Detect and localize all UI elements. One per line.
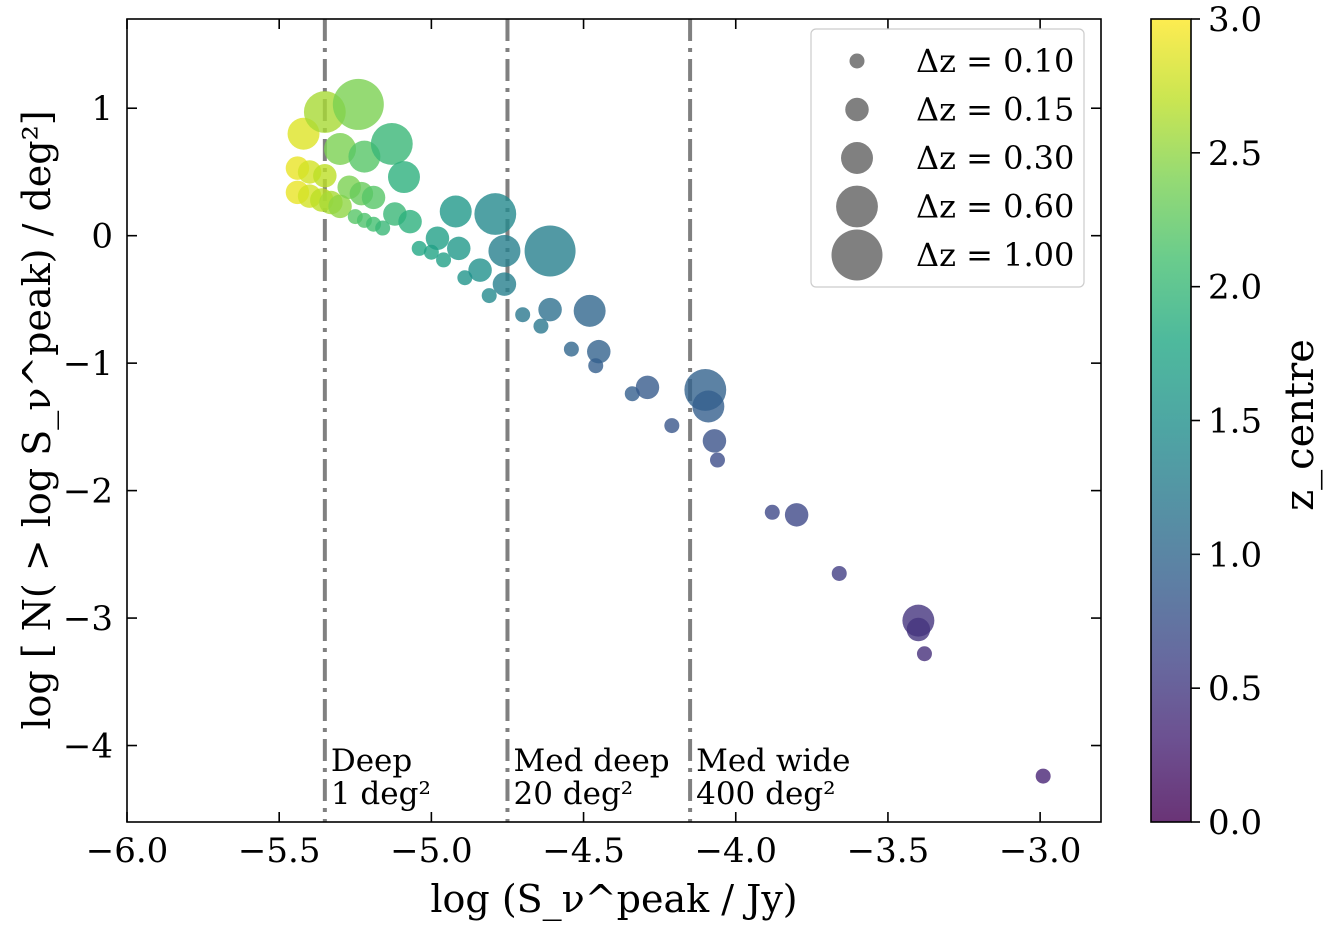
data-point: [1035, 768, 1051, 784]
y-axis-ticks: −4 −3 −2 −1 0 1: [63, 89, 1101, 767]
survey-label-area: 400 deg²: [696, 776, 836, 812]
data-point: [709, 452, 725, 468]
colorbar-tick-label: 1.5: [1208, 402, 1262, 442]
data-point: [515, 307, 531, 323]
data-point: [488, 234, 521, 267]
data-point: [635, 375, 660, 400]
colorbar: 0.0 0.5 1.0 1.5 2.0 2.5 3.0 z_centre: [1150, 0, 1323, 843]
x-tick-label: −3.0: [999, 831, 1082, 871]
data-point: [831, 565, 847, 581]
data-point: [457, 270, 473, 286]
x-tick-label: −5.5: [238, 831, 321, 871]
x-axis-ticks: −6.0 −5.5 −5.0 −4.5 −4.0 −3.5 −3.0: [86, 19, 1082, 871]
x-tick-label: −4.0: [694, 831, 777, 871]
data-point: [492, 272, 517, 296]
legend-marker: [831, 229, 883, 281]
data-point: [328, 194, 352, 219]
survey-label-area: 1 deg²: [331, 776, 431, 812]
data-point: [370, 122, 413, 165]
y-tick-label: −2: [63, 472, 113, 512]
survey-label-area: 20 deg²: [513, 776, 633, 812]
y-tick-label: 1: [91, 89, 113, 129]
data-point: [324, 133, 357, 165]
data-point: [375, 220, 391, 236]
legend-box: [810, 28, 1085, 288]
data-point: [624, 386, 640, 402]
colorbar-gradient: [1151, 19, 1191, 822]
survey-label-name: Deep: [331, 743, 412, 779]
data-points: [285, 78, 1051, 784]
data-point: [906, 617, 931, 642]
data-point: [436, 252, 452, 268]
legend-label: Δz = 0.60: [916, 188, 1074, 226]
data-point: [425, 226, 450, 250]
legend-label: Δz = 0.15: [916, 91, 1074, 129]
data-point: [533, 318, 549, 334]
y-tick-label: 0: [91, 217, 113, 257]
data-point: [332, 78, 384, 130]
data-point: [538, 297, 562, 322]
data-point: [468, 258, 492, 282]
data-point: [411, 240, 427, 256]
data-point: [692, 390, 725, 423]
y-tick-label: −1: [63, 344, 113, 384]
data-point: [313, 164, 337, 188]
y-tick-label: −3: [63, 599, 113, 639]
y-axis-label: log [ N( > log S_ν^peak) / deg²]: [15, 110, 60, 729]
data-point: [784, 503, 809, 527]
data-point: [916, 646, 932, 662]
colorbar-label: z_centre: [1277, 339, 1323, 511]
legend-marker: [836, 185, 878, 228]
colorbar-tick-label: 0.5: [1208, 669, 1262, 709]
data-point: [664, 418, 680, 434]
y-tick-label: −4: [63, 727, 113, 767]
colorbar-tick-label: 2.5: [1208, 134, 1262, 174]
legend-marker: [845, 97, 869, 122]
x-tick-label: −3.5: [847, 831, 930, 871]
x-tick-label: −5.0: [390, 831, 473, 871]
legend: Δz = 0.10 Δz = 0.15 Δz = 0.30 Δz = 0.60 Δz =…: [810, 28, 1085, 288]
data-point: [563, 341, 579, 357]
colorbar-tick-label: 1.0: [1208, 535, 1262, 575]
data-point: [588, 358, 604, 374]
data-point: [387, 161, 420, 194]
legend-marker: [841, 142, 873, 174]
data-point: [524, 225, 576, 277]
data-point: [474, 193, 517, 235]
data-point: [481, 288, 497, 304]
colorbar-tick-label: 2.0: [1208, 268, 1262, 308]
survey-label-name: Med wide: [696, 743, 850, 779]
legend-marker: [849, 53, 865, 69]
plot-border: [126, 18, 1102, 823]
legend-label: Δz = 1.00: [916, 236, 1074, 274]
data-point: [587, 339, 611, 364]
colorbar-ticks: 0.0 0.5 1.0 1.5 2.0 2.5 3.0: [1191, 0, 1262, 843]
data-point: [573, 294, 606, 327]
legend-label: Δz = 0.30: [916, 139, 1074, 177]
data-point: [398, 209, 422, 234]
x-tick-label: −6.0: [86, 831, 169, 871]
colorbar-tick-label: 0.0: [1208, 803, 1262, 843]
survey-label-name: Med deep: [513, 743, 669, 779]
data-point: [702, 429, 727, 453]
colorbar-tick-label: 3.0: [1208, 0, 1262, 40]
data-point: [439, 195, 472, 228]
x-axis-label: log (S_ν^peak / Jy): [430, 877, 797, 922]
data-point: [361, 185, 386, 210]
data-point: [764, 504, 780, 520]
x-tick-label: −4.5: [542, 831, 625, 871]
data-point: [447, 236, 471, 261]
legend-label: Δz = 0.10: [916, 42, 1074, 80]
